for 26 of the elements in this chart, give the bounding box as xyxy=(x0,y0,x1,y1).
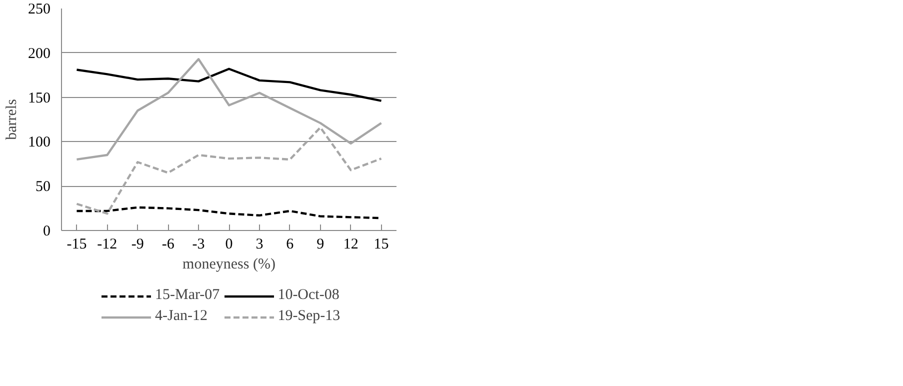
y-tick-label: 50 xyxy=(36,179,50,196)
line-series xyxy=(76,126,382,215)
x-tick-label: 15 xyxy=(374,236,389,252)
y-tick-label: 250 xyxy=(28,2,50,18)
x-tick-label: -6 xyxy=(162,236,175,252)
line-series xyxy=(76,68,382,102)
legend-label: 4-Jan-12 xyxy=(155,308,208,325)
x-axis-title: moneyness (%) xyxy=(182,256,276,272)
x-tick-label: 6 xyxy=(286,236,294,252)
y-tick-label: 200 xyxy=(28,46,50,62)
x-tick-label: 12 xyxy=(343,236,358,252)
y-tick-label: 0 xyxy=(43,224,50,240)
x-tick-label: -3 xyxy=(192,236,205,252)
x-tick-label: -9 xyxy=(131,236,144,252)
x-tick-label: -12 xyxy=(97,236,118,252)
legend-label: 15-Mar-07 xyxy=(155,287,220,304)
x-tick-label: 9 xyxy=(316,236,324,252)
legend-label: 10-Oct-08 xyxy=(278,287,340,304)
legend-label: 19-Sep-13 xyxy=(278,308,340,325)
y-tick-label: 100 xyxy=(28,134,50,151)
x-tick-label: 0 xyxy=(225,236,233,252)
y-tick-label: 150 xyxy=(28,90,50,106)
x-tick-label: -15 xyxy=(66,236,87,252)
x-tick-label: 3 xyxy=(256,236,264,252)
y-axis-title: barrels xyxy=(4,98,20,140)
line-series xyxy=(76,58,382,161)
